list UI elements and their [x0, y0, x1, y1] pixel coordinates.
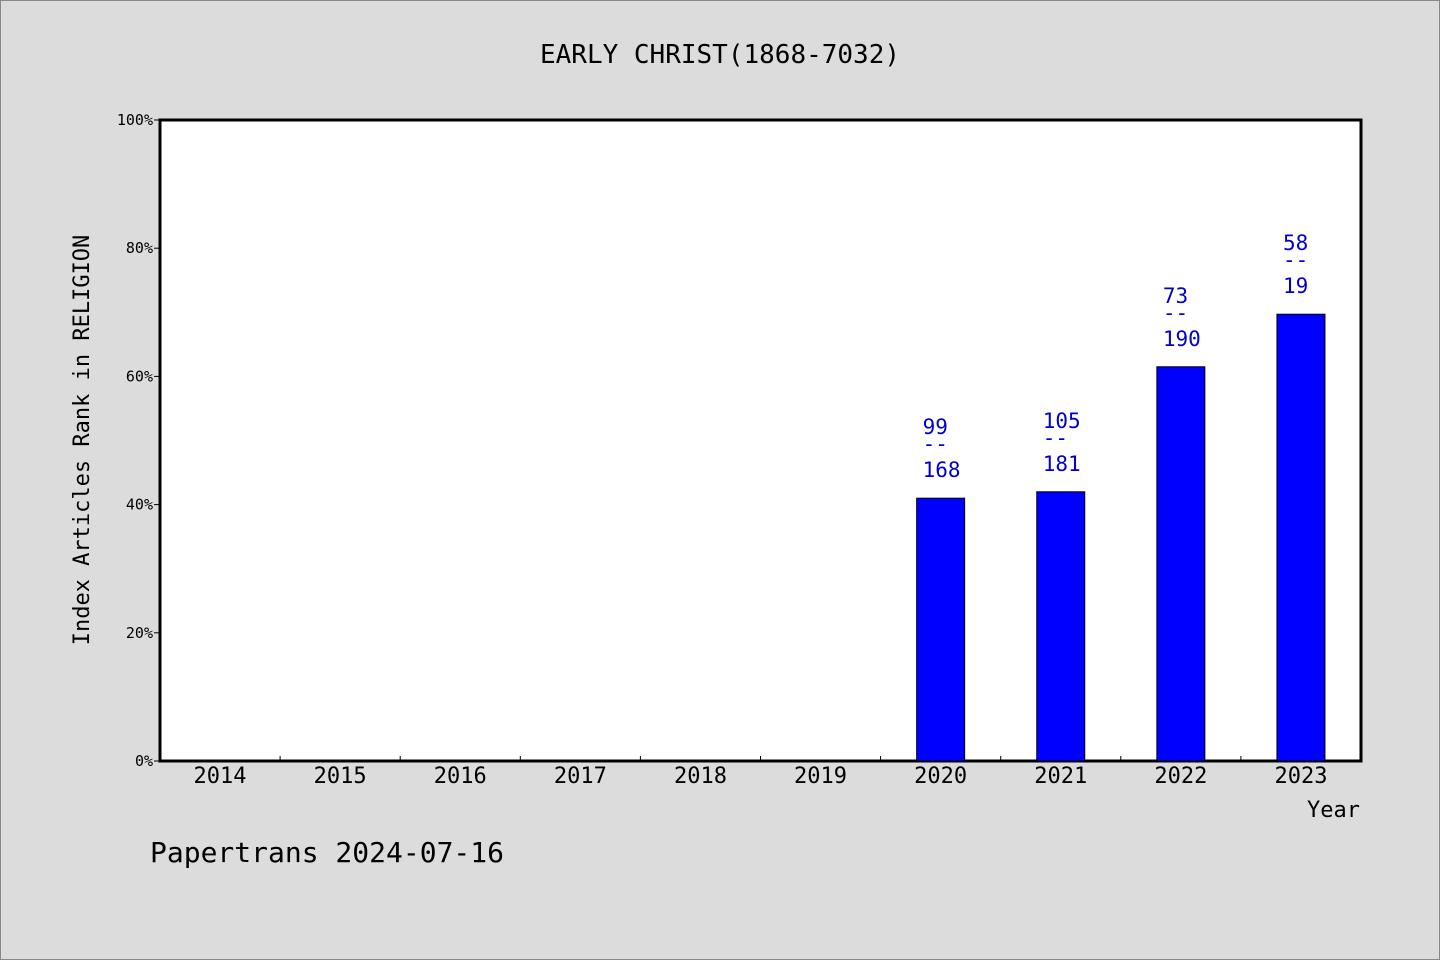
y-tick-label: 0%: [135, 752, 153, 770]
y-tick-label: 100%: [117, 111, 153, 129]
x-tick-label: 2015: [314, 764, 367, 789]
y-axis-label: Index Articles Rank in RELIGION: [70, 235, 95, 646]
bar-label-top: 99: [923, 415, 948, 439]
x-tick-label: 2016: [434, 764, 487, 789]
x-axis-label: Year: [1307, 798, 1360, 823]
x-tick-label: 2021: [1034, 764, 1087, 789]
x-tick-label: 2018: [674, 764, 727, 789]
y-tick-label: 80%: [126, 239, 153, 257]
bars: [916, 313, 1326, 762]
bar-label-bottom: 181: [1043, 452, 1081, 476]
x-tick-label: 2020: [914, 764, 967, 789]
bar-label-separator: --: [1043, 426, 1068, 450]
bar-label-bottom: 190: [1163, 327, 1201, 351]
bar: [916, 497, 966, 762]
x-tick-label: 2014: [194, 764, 247, 789]
x-tick-label: 2019: [794, 764, 847, 789]
bar-label-separator: --: [923, 432, 948, 456]
bar-label-bottom: 168: [923, 458, 961, 482]
bar-label-separator: --: [1283, 248, 1308, 272]
bar-label-top: 105: [1043, 409, 1081, 433]
x-tick-label: 2022: [1154, 764, 1207, 789]
bar-label-top: 73: [1163, 284, 1188, 308]
x-axis-ticks: 2014 2015 2016 2017 2018 2019 2020 2021 2022 2023: [194, 756, 1327, 789]
x-tick-label: 2023: [1274, 764, 1327, 789]
y-tick-label: 20%: [126, 624, 153, 642]
y-tick-label: 60%: [126, 367, 153, 385]
chart-title: EARLY CHRIST(1868-7032): [540, 40, 900, 70]
x-tick-label: 2017: [554, 764, 607, 789]
y-axis-ticks: 0% 20% 40% 60% 80% 100%: [117, 111, 160, 770]
bar: [1156, 366, 1206, 762]
footer-text: Papertrans 2024-07-16: [150, 836, 504, 869]
bar-label-bottom: 19: [1283, 274, 1308, 298]
bar-label-separator: --: [1163, 301, 1188, 325]
bar-label-top: 58: [1283, 231, 1308, 255]
bar: [1036, 491, 1086, 762]
y-tick-label: 40%: [126, 496, 153, 514]
bar: [1276, 313, 1326, 762]
